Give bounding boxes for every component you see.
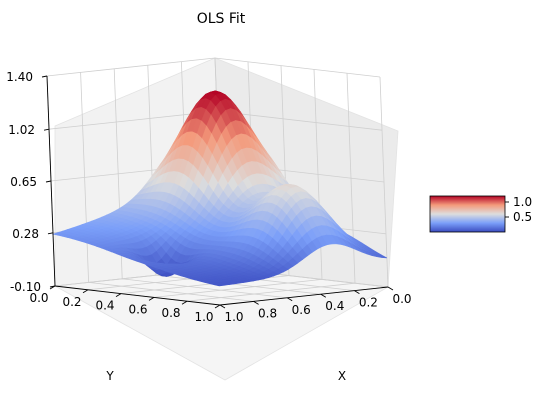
y-tick-mark [82,289,89,294]
x-axis-line [219,286,389,306]
z-tick-mark [43,128,50,131]
x-tick-label: 0.8 [258,306,277,320]
colorbar-tick-label: 1.0 [513,195,532,209]
z-tick-mark [41,75,48,78]
y-tick-label: 0.4 [95,299,114,313]
y-floor-gridline [88,282,254,302]
y-tick-label: 0.2 [62,295,81,309]
y-tick-mark [181,300,188,305]
x-tick-label: 0.4 [325,299,344,313]
z-tick-label: 1.40 [6,70,33,84]
surface-mesh [51,90,388,287]
x-tick-mark [286,297,293,302]
y-wall-gridline [80,72,89,283]
y-tick-label: 0.0 [29,291,48,305]
x-tick-mark [320,293,327,298]
z-tick-label: 0.65 [10,175,37,189]
x-tick-mark [387,286,394,291]
x-floor-gridline [153,279,323,298]
y-tick-mark [115,293,122,297]
y-tick-label: 0.6 [128,302,147,316]
tick-labels: 0.0 0.2 0.4 0.6 0.8 1.0 0.0 0.2 0.4 0.6 0.8 1.0 -0.1… [6,70,411,324]
z-tick-mark [45,180,52,183]
x-tick-label: 0.0 [392,292,411,306]
y-tick-mark [214,304,221,309]
colorbar-body [429,195,506,233]
y-tick-label: 0.8 [161,306,180,320]
z-tick-mark [47,232,54,235]
x-wall-gridline [379,76,389,288]
colorbar-ticks: 0.51.0 [505,195,532,224]
x-floor-gridline [186,282,356,302]
y-floor-gridline [122,278,288,299]
y-floor-gridline [155,274,321,295]
colorbar-tick-label: 0.5 [513,210,532,224]
z-tick-label: 0.28 [12,227,39,241]
x-tick-label: 0.6 [292,303,311,317]
x-tick-mark [219,304,226,309]
z-tick-label: -0.10 [10,280,41,294]
x-tick-label: 0.2 [359,296,378,310]
chart-title: OLS Fit [197,11,246,27]
x-axis-label: X [338,369,346,383]
y-tick-mark [148,297,155,301]
z-tick-label: 1.02 [8,123,35,137]
y-tick-label: 1.0 [194,310,213,324]
surface-patch [214,283,225,287]
colorbar: 0.51.0 [429,195,532,233]
y-axis-label: Y [105,369,114,383]
z-tick-mark [49,285,56,288]
x-tick-label: 1.0 [224,310,243,324]
y-axis-line [54,285,221,306]
x-tick-mark [354,290,360,294]
x-tick-mark [253,301,259,305]
